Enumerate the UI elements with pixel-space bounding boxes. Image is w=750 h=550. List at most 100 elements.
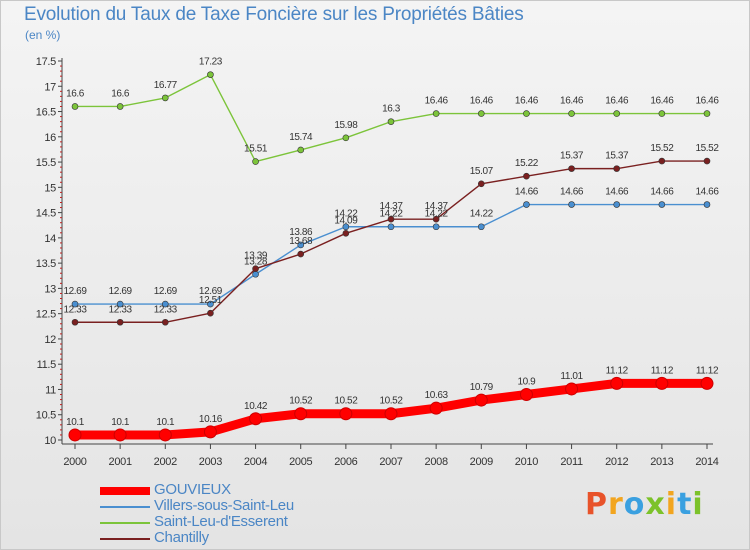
x-tick-label: 2009 [470, 456, 493, 468]
data-label: 10.52 [379, 396, 403, 407]
data-label: 16.46 [560, 96, 584, 107]
y-tick-label: 13.5 [36, 258, 56, 270]
data-label: 10.79 [470, 382, 494, 393]
data-point [568, 165, 575, 172]
x-tick-label: 2012 [605, 456, 628, 468]
y-tick-label: 16 [44, 132, 56, 144]
data-label: 16.46 [515, 96, 539, 107]
legend-swatch-villers [100, 506, 150, 508]
data-label: 13.28 [244, 256, 268, 267]
data-label: 15.22 [515, 158, 539, 169]
x-tick-label: 2007 [379, 456, 402, 468]
legend-label-saint-leu: Saint-Leu-d'Esserent [154, 513, 288, 530]
y-tick-label: 17.5 [36, 56, 56, 68]
data-point [613, 110, 621, 117]
data-label: 16.6 [66, 88, 85, 99]
data-point [700, 376, 714, 390]
data-label: 16.77 [154, 80, 178, 91]
legend-label-gouvieux: GOUVIEUX [154, 481, 231, 498]
data-point [703, 201, 711, 208]
data-label: 10.9 [517, 377, 536, 388]
x-tick-label: 2010 [515, 456, 538, 468]
x-tick-label: 2001 [109, 456, 132, 468]
data-point [613, 201, 621, 208]
data-point [387, 215, 395, 223]
data-point [477, 110, 485, 117]
data-label: 12.33 [109, 304, 133, 315]
data-point [161, 94, 169, 102]
y-tick-label: 17 [44, 81, 56, 93]
logo-letter: i [665, 487, 678, 522]
data-label: 10.1 [66, 417, 85, 428]
data-point [477, 180, 485, 188]
data-point [161, 318, 169, 326]
data-point [387, 223, 395, 231]
data-point [203, 425, 217, 439]
data-point [613, 165, 621, 172]
data-label: 15.74 [289, 132, 313, 143]
data-point [432, 223, 440, 231]
legend: GOUVIEUX Villers-sous-Saint-Leu Saint-Le… [100, 481, 360, 546]
data-point [297, 146, 305, 154]
data-point [342, 134, 350, 142]
legend-item-villers: Villers-sous-Saint-Leu [100, 497, 360, 514]
data-label: 15.07 [470, 166, 494, 177]
data-label: 10.42 [244, 401, 268, 412]
y-tick-label: 11.5 [37, 359, 57, 371]
data-label: 12.69 [109, 286, 133, 297]
data-label: 12.69 [199, 286, 223, 297]
data-point [207, 71, 214, 78]
x-tick-label: 2014 [695, 456, 718, 468]
data-label: 14.66 [650, 187, 674, 198]
data-point [339, 407, 353, 421]
data-label: 15.52 [695, 143, 719, 154]
proxiti-logo: Proxiti [585, 487, 704, 522]
series-line [74, 160, 708, 323]
x-tick-label: 2003 [199, 456, 222, 468]
y-tick-label: 10 [44, 435, 56, 447]
data-label: 10.52 [334, 396, 358, 407]
data-point [116, 318, 124, 326]
data-point [703, 110, 711, 117]
data-point [68, 428, 82, 442]
data-point [519, 388, 533, 402]
y-tick-label: 12.5 [36, 309, 56, 321]
data-point [71, 318, 79, 326]
legend-swatch-chantilly [100, 538, 150, 540]
data-label: 15.98 [334, 120, 358, 131]
x-tick-label: 2013 [650, 456, 673, 468]
data-label: 17.23 [199, 57, 223, 68]
y-tick-label: 12 [44, 334, 56, 346]
data-label: 16.46 [425, 96, 449, 107]
data-label: 10.63 [425, 390, 449, 401]
data-label: 10.1 [156, 417, 175, 428]
data-label: 14.22 [470, 209, 494, 220]
data-label: 12.33 [154, 304, 178, 315]
data-label: 14.66 [605, 187, 629, 198]
x-tick-label: 2002 [154, 456, 177, 468]
data-point [342, 230, 350, 237]
data-point [294, 407, 308, 421]
data-label: 14.66 [515, 187, 539, 198]
data-point [161, 300, 169, 308]
data-label: 14.22 [425, 209, 449, 220]
data-label: 14.22 [334, 209, 358, 220]
legend-item-saint-leu: Saint-Leu-d'Esserent [100, 513, 360, 530]
data-label: 12.51 [199, 295, 223, 306]
data-point [477, 223, 485, 231]
data-point [523, 201, 530, 208]
data-point [658, 110, 666, 117]
data-point [384, 407, 398, 421]
data-label: 10.52 [289, 396, 313, 407]
data-label: 12.33 [63, 304, 87, 315]
data-point [432, 110, 440, 117]
data-point [116, 300, 124, 308]
data-point [207, 309, 214, 317]
y-tick-label: 16.5 [36, 107, 56, 119]
data-label: 16.3 [382, 104, 401, 115]
legend-swatch-saint-leu [100, 522, 150, 524]
data-label: 16.46 [605, 96, 629, 107]
data-point [565, 382, 579, 396]
data-point [568, 201, 575, 208]
